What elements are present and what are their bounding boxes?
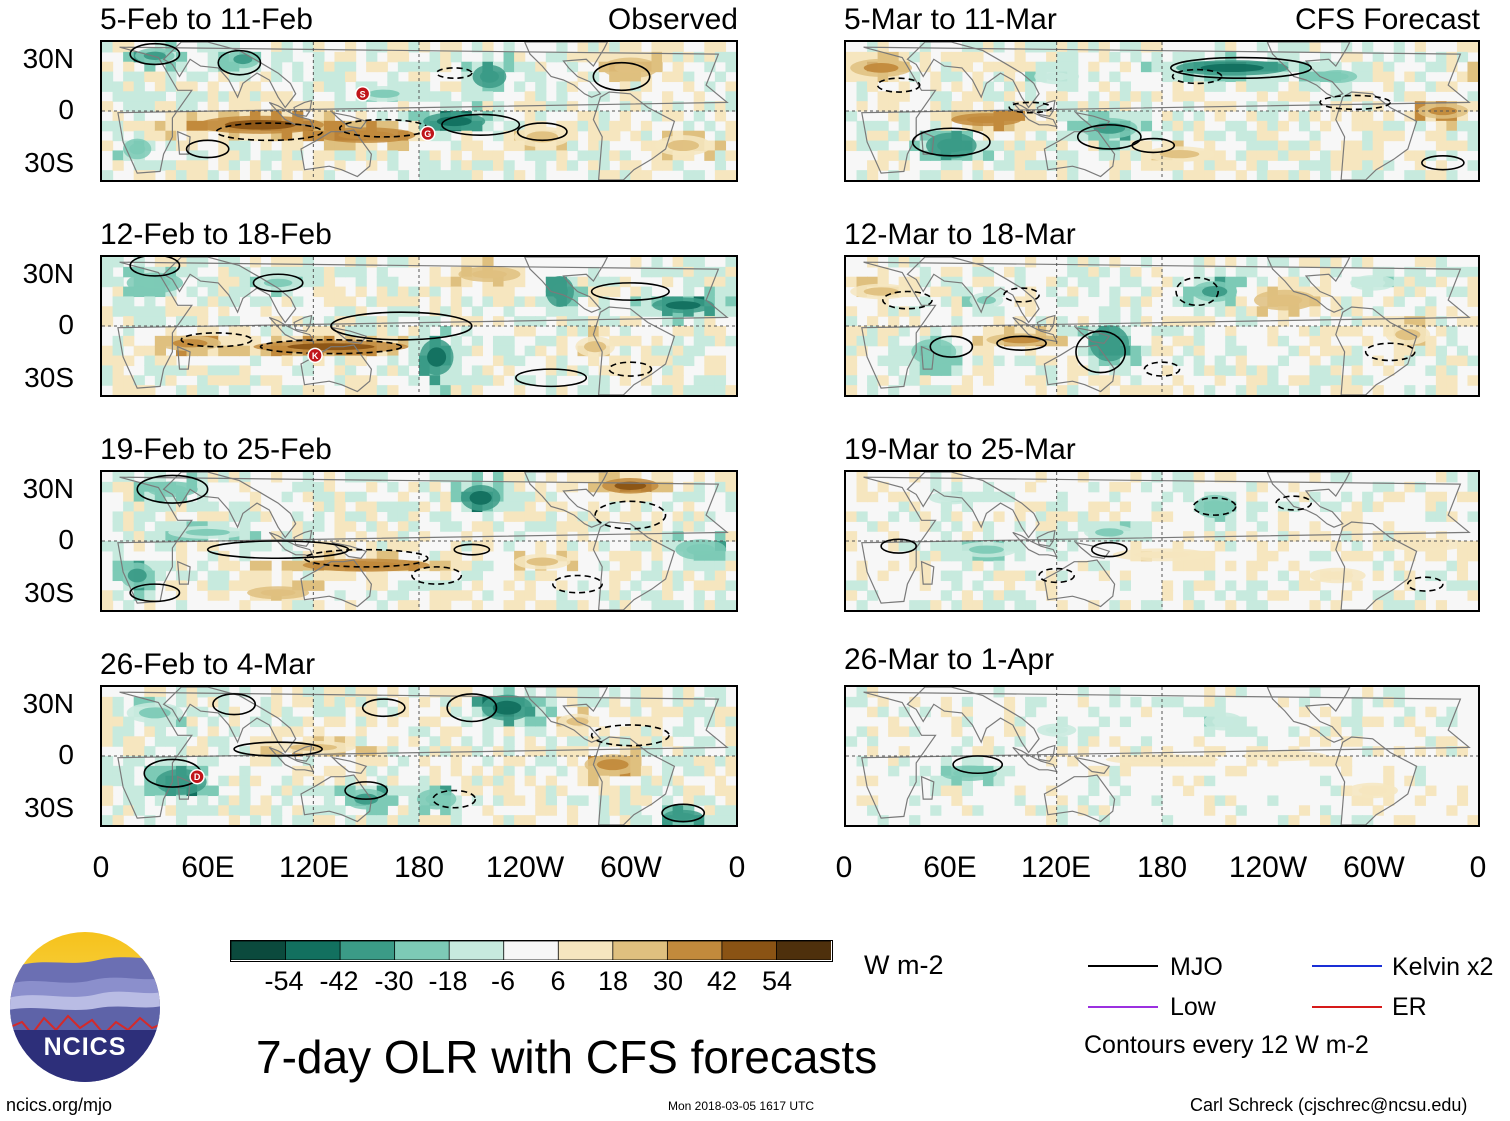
panel-title: 19-Feb to 25-Feb	[100, 433, 332, 466]
colorbar-swatch	[394, 941, 451, 960]
storm-marker: K	[307, 347, 323, 364]
colorbar-tick: 18	[597, 966, 629, 996]
map-field: K	[102, 257, 736, 395]
map-panel	[844, 255, 1480, 397]
lon-label: 0	[92, 851, 110, 884]
colorbar-swatch	[285, 941, 341, 960]
ncics-logo: NCICS	[10, 932, 160, 1082]
legend-line-low	[1088, 1006, 1158, 1008]
legend-label-low: Low	[1170, 993, 1216, 1021]
contour-note: Contours every 12 W m-2	[1084, 1031, 1369, 1059]
lon-label: 120E	[1020, 851, 1092, 884]
legend-line-mjo	[1088, 965, 1158, 967]
lon-label: 0	[1469, 851, 1487, 884]
panel-title: 12-Mar to 18-Mar	[844, 218, 1076, 251]
lon-label: 180	[1136, 851, 1188, 884]
svg-text:D: D	[194, 772, 201, 782]
panel-title: 12-Feb to 18-Feb	[100, 218, 332, 251]
panel-title: 5-Mar to 11-Mar	[844, 3, 1057, 36]
lat-label: 30S	[24, 577, 74, 608]
colorbar-tick: -30	[374, 966, 414, 996]
lat-label: 30S	[24, 147, 74, 178]
colorbar-swatch	[557, 941, 614, 960]
legend-line-kelvin	[1312, 965, 1382, 967]
storm-marker: G	[420, 125, 436, 142]
lat-label: 30N	[22, 43, 74, 74]
map-field	[846, 472, 1478, 610]
colorbar-swatch	[612, 941, 669, 960]
map-field	[846, 42, 1478, 180]
lon-label: 120W	[485, 851, 565, 884]
map-panel: K	[100, 255, 738, 397]
colorbar-swatches	[231, 941, 831, 960]
legend-line-er	[1312, 1006, 1382, 1008]
lat-label: 0	[58, 739, 74, 770]
map-panel	[844, 470, 1480, 612]
footer-url[interactable]: ncics.org/mjo	[6, 1095, 113, 1115]
map-field	[846, 257, 1478, 395]
lon-label: 120E	[278, 851, 350, 884]
svg-text:G: G	[424, 129, 431, 139]
lon-label: 60E	[181, 851, 235, 884]
lat-label: 0	[58, 94, 74, 125]
colorbar-swatch	[776, 941, 831, 960]
lon-label: 120W	[1228, 851, 1308, 884]
colorbar-tick: -6	[490, 966, 515, 996]
lat-label: 0	[58, 524, 74, 555]
colorbar-swatch	[666, 941, 723, 960]
lon-label: 60W	[600, 851, 662, 884]
svg-text:K: K	[312, 351, 319, 361]
map-field: D	[102, 687, 736, 825]
map-field	[846, 687, 1478, 825]
colorbar-tick: -18	[428, 966, 468, 996]
lat-label: 30N	[22, 688, 74, 719]
panel-title: 26-Mar to 1-Apr	[844, 643, 1055, 676]
colorbar-tick: 30	[652, 966, 684, 996]
colorbar-swatch	[721, 941, 778, 960]
footer-credit: Carl Schreck (cjschrec@ncsu.edu)	[1190, 1095, 1468, 1115]
storm-marker: D	[189, 768, 205, 785]
colorbar-units: W m-2	[864, 950, 944, 980]
colorbar-tick: 42	[706, 966, 738, 996]
map-field	[102, 472, 736, 610]
colorbar-swatch	[339, 941, 396, 960]
map-panel	[100, 470, 738, 612]
lon-label: 180	[393, 851, 445, 884]
lat-label: 0	[58, 309, 74, 340]
svg-text:S: S	[360, 89, 366, 99]
lat-label: 30S	[24, 792, 74, 823]
colorbar-swatch	[503, 941, 560, 960]
colorbar-swatch	[448, 941, 505, 960]
legend-label-kelvin: Kelvin x2	[1392, 953, 1494, 981]
colorbar-tick: 54	[761, 966, 793, 996]
main-title: 7-day OLR with CFS forecasts	[256, 1031, 878, 1083]
lat-label: 30N	[22, 473, 74, 504]
colorbar-tick: -54	[264, 966, 304, 996]
colorbar-tick: 6	[550, 966, 566, 996]
lat-label: 30N	[22, 258, 74, 289]
footer-timestamp: Mon 2018-03-05 1617 UTC	[668, 1099, 815, 1113]
legend-label-er: ER	[1392, 993, 1427, 1021]
lon-label: 0	[835, 851, 853, 884]
panel-title: 5-Feb to 11-Feb	[100, 3, 313, 36]
lon-label: 60W	[1343, 851, 1405, 884]
storm-marker: S	[354, 86, 371, 102]
map-panel	[844, 685, 1480, 827]
lat-label: 30S	[24, 362, 74, 393]
forecast-label: CFS Forecast	[1294, 3, 1480, 36]
map-field: SG	[102, 42, 736, 180]
panel-title: 19-Mar to 25-Mar	[844, 433, 1076, 466]
observed-label: Observed	[607, 3, 738, 36]
legend-label-mjo: MJO	[1170, 953, 1223, 981]
logo-text: NCICS	[44, 1033, 127, 1061]
map-panel	[844, 40, 1480, 182]
colorbar-swatch	[231, 941, 287, 960]
lon-label: 60E	[923, 851, 977, 884]
colorbar-tick: -42	[319, 966, 359, 996]
map-panel: D	[100, 685, 738, 827]
colorbar	[230, 940, 833, 962]
lon-label: 0	[728, 851, 746, 884]
panel-title: 26-Feb to 4-Mar	[100, 648, 316, 681]
